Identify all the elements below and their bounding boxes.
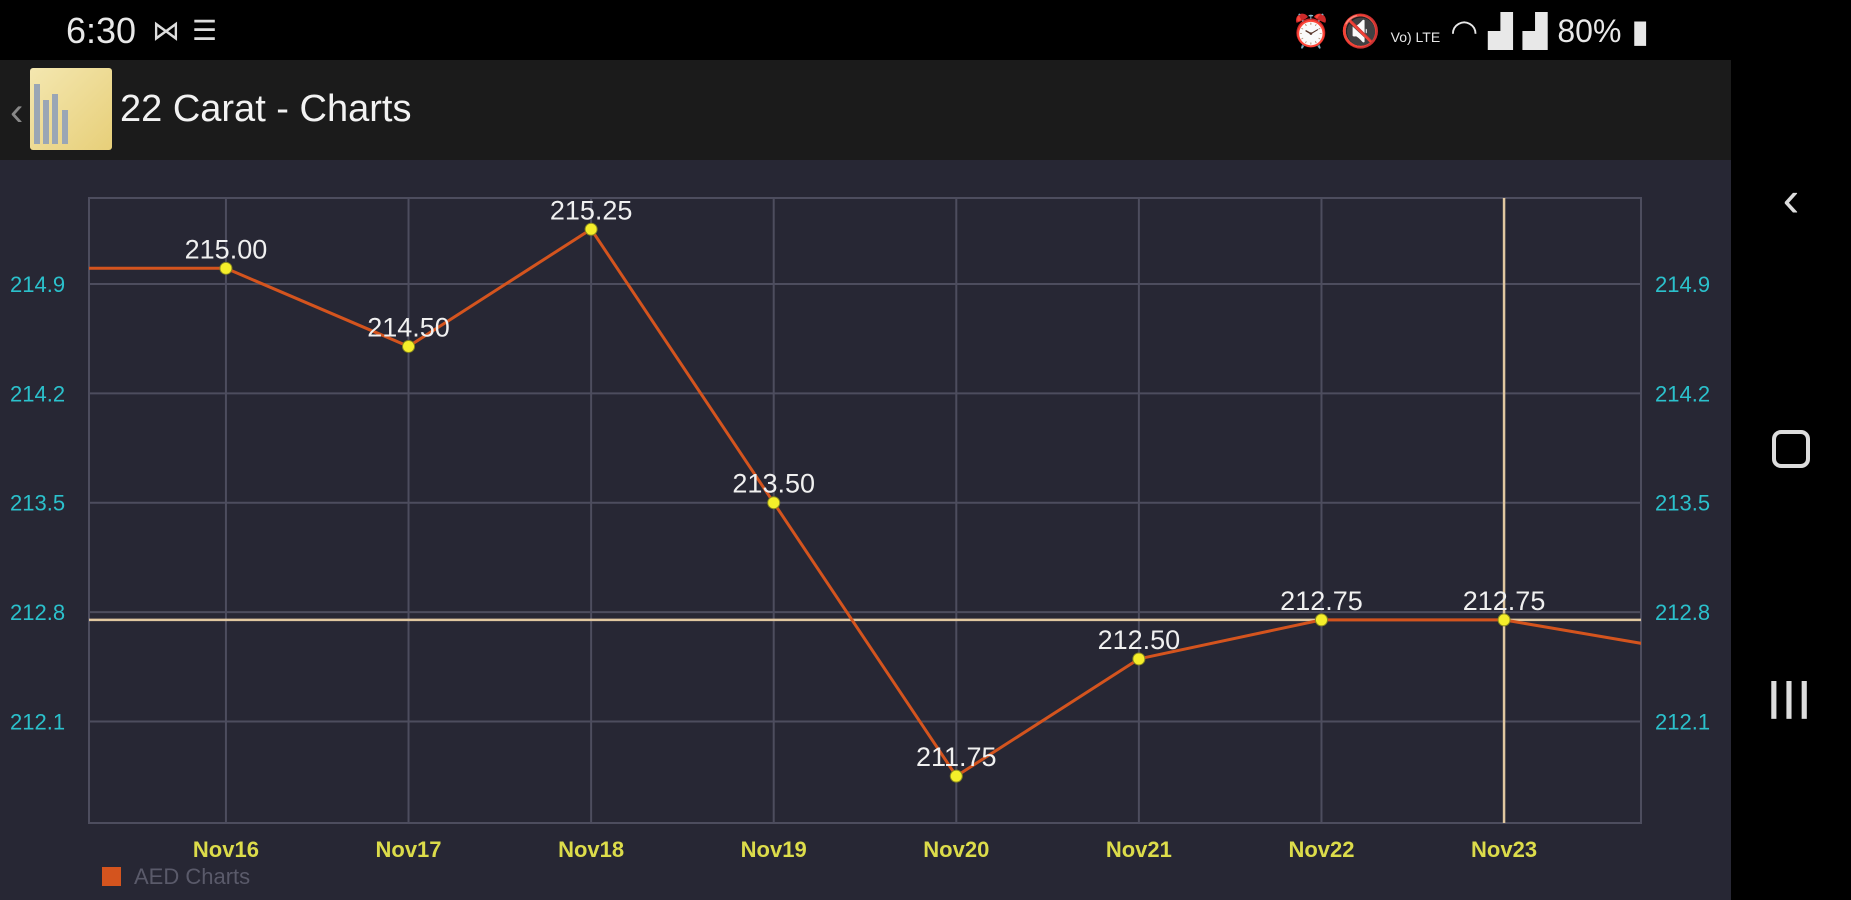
x-tick-label: Nov19 [741, 837, 807, 862]
nav-back-icon[interactable]: ‹ [1782, 171, 1800, 227]
battery-level: 80% [1557, 13, 1622, 49]
y-tick-label-right: 214.2 [1655, 381, 1710, 406]
signal-icon: ▟ [1488, 13, 1513, 49]
data-label: 211.75 [916, 742, 997, 772]
app-logo[interactable] [30, 68, 112, 150]
data-point [1132, 652, 1146, 666]
clock: 6:30 [66, 10, 137, 51]
y-tick-label-left: 214.9 [10, 272, 65, 297]
x-tick-label: Nov16 [193, 837, 259, 862]
status-bar: 6:30 ⋈☰ ⏰ 🔇 Vo) LTE ◠ ▟ ▟ 80% ▮ [0, 0, 1731, 60]
wifi-icon: ◠ [1450, 13, 1479, 49]
data-label: 214.50 [367, 312, 450, 342]
data-point [584, 222, 598, 236]
navigation-bar: ‹ ||| [1731, 0, 1851, 900]
notes-icon: ☰ [192, 15, 230, 46]
back-chevron-icon[interactable]: ‹ [10, 90, 24, 134]
x-tick-label: Nov22 [1288, 837, 1354, 862]
x-tick-label: Nov18 [558, 837, 624, 862]
app-bar: ‹ 22 Carat - Charts [0, 60, 1731, 160]
x-tick-label: Nov20 [923, 837, 989, 862]
legend-swatch [102, 867, 121, 886]
y-tick-label-left: 212.8 [10, 600, 65, 625]
mute-icon: 🔇 [1340, 13, 1381, 49]
plot-frame [88, 197, 1642, 824]
data-point [767, 496, 781, 510]
y-tick-label-right: 213.5 [1655, 491, 1710, 516]
signal-icon: ▟ [1522, 13, 1548, 49]
chart-area: 214.9 214.9 214.2 214.2 213.5 213.5 212.8 212.8… [0, 160, 1731, 900]
data-point [402, 339, 416, 353]
y-tick-label-right: 212.8 [1655, 600, 1710, 625]
data-label: 212.75 [1280, 586, 1363, 616]
y-tick-label-right: 212.1 [1655, 709, 1710, 734]
alarm-icon: ⏰ [1290, 13, 1331, 49]
page-title: 22 Carat - Charts [120, 88, 412, 130]
data-point [1497, 613, 1511, 627]
volte-icon: Vo) LTE [1390, 29, 1441, 45]
data-point [949, 769, 963, 783]
data-label: 213.50 [732, 469, 815, 499]
y-tick-label-left: 212.1 [10, 709, 65, 734]
y-tick-label-left: 213.5 [10, 491, 65, 516]
x-tick-label: Nov21 [1106, 837, 1172, 862]
nav-home-icon[interactable] [1731, 430, 1851, 468]
legend-label: AED Charts [134, 864, 250, 889]
bow-tie-icon: ⋈ [152, 15, 192, 46]
data-label: 215.00 [185, 234, 268, 264]
line-chart: 214.9 214.9 214.2 214.2 213.5 213.5 212.8 212.8… [10, 195, 1710, 889]
battery-icon: ▮ [1631, 13, 1649, 49]
data-label: 215.25 [550, 195, 633, 225]
y-tick-label-left: 214.2 [10, 381, 65, 406]
data-label: 212.50 [1098, 625, 1181, 655]
y-tick-label-right: 214.9 [1655, 272, 1710, 297]
data-point [219, 261, 233, 275]
series-line [89, 227, 1641, 779]
x-tick-label: Nov17 [376, 837, 442, 862]
x-tick-label: Nov23 [1471, 837, 1537, 862]
data-point [1314, 613, 1328, 627]
data-label: 212.75 [1463, 586, 1546, 616]
nav-recents-icon[interactable]: ||| [1768, 675, 1814, 719]
